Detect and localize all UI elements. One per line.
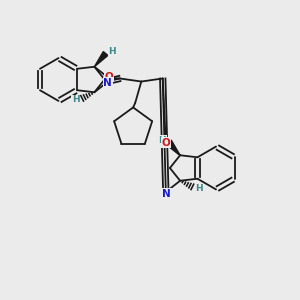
Text: H: H	[72, 95, 80, 104]
Text: H: H	[195, 184, 203, 193]
Polygon shape	[167, 140, 180, 155]
Text: H: H	[108, 47, 116, 56]
Text: N: N	[162, 189, 171, 199]
Text: O: O	[161, 138, 170, 148]
Text: O: O	[104, 72, 113, 82]
Text: N: N	[103, 78, 112, 88]
Polygon shape	[94, 52, 108, 67]
Text: H: H	[158, 136, 166, 145]
